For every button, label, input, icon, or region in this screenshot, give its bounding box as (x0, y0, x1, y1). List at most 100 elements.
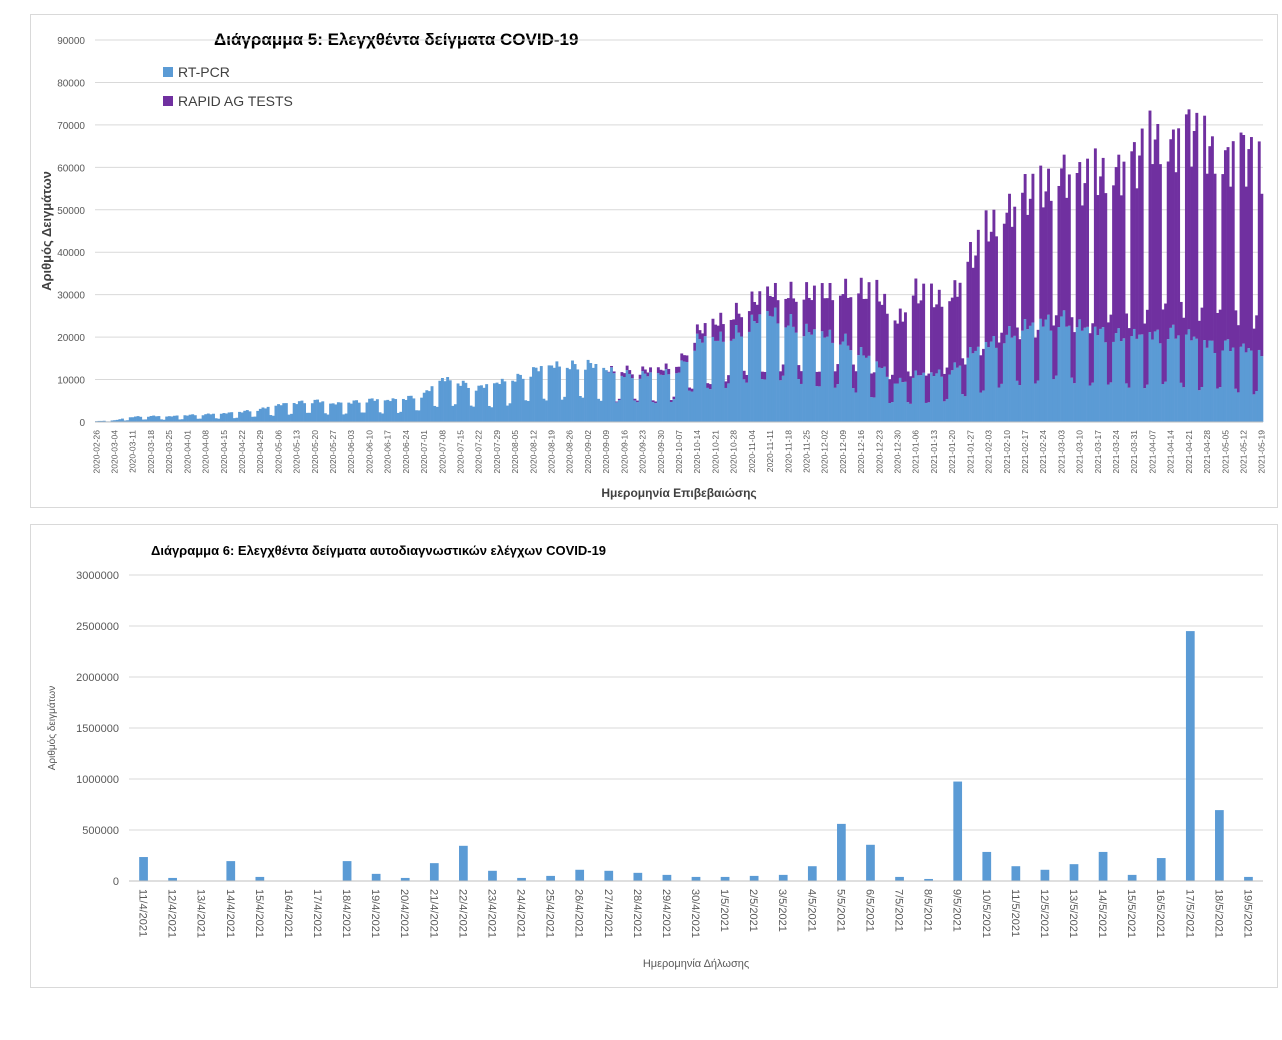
bar-rt-pcr (128, 417, 132, 422)
bar-rt-pcr (139, 416, 143, 422)
bar-rt-pcr (498, 384, 502, 422)
x-tick-label: 2020-10-07 (674, 430, 684, 474)
bar-rapid-ag (963, 364, 967, 397)
bar-rt-pcr (1249, 350, 1253, 422)
bar-rt-pcr (100, 420, 104, 422)
bar-rapid-ag (1023, 174, 1027, 320)
chart-5-svg: Διάγραμμα 5: Ελεγχθέντα δείγματα COVID-1… (39, 30, 1267, 500)
bar-rt-pcr (251, 416, 254, 422)
bar-rapid-ag (1039, 165, 1043, 319)
bar-rt-pcr (427, 391, 431, 422)
bar-rapid-ag (1044, 191, 1048, 320)
bar-rt-pcr (274, 405, 278, 422)
bar-rt-pcr (388, 401, 392, 422)
bar-rt-pcr (243, 410, 247, 422)
bar-rt-pcr (323, 413, 327, 422)
bar-rt-pcr (482, 387, 486, 422)
bar-rt-pcr (451, 405, 455, 422)
bar-self-test (895, 876, 904, 881)
bar-rt-pcr (422, 392, 426, 422)
x-tick-label: 14/5/2021 (1096, 889, 1108, 938)
bar-rapid-ag (828, 282, 832, 330)
bar-rapid-ag (1257, 141, 1261, 350)
bar-rt-pcr (227, 412, 231, 422)
bar-rt-pcr (404, 400, 408, 422)
bar-rapid-ag (646, 372, 650, 377)
bar-rapid-ag (1247, 149, 1251, 349)
bar-rt-pcr (812, 329, 816, 422)
x-tick-label: 2020-12-16 (856, 430, 866, 474)
bar-rapid-ag (1119, 195, 1123, 342)
bar-rapid-ag (701, 333, 705, 343)
bar-rapid-ag (1122, 161, 1126, 339)
bar-rt-pcr (1132, 328, 1136, 422)
bar-rt-pcr (303, 403, 307, 422)
bar-rt-pcr (963, 396, 967, 422)
x-tick-label: 2021-03-31 (1129, 430, 1139, 474)
bar-rapid-ag (1052, 325, 1056, 380)
bar-rt-pcr (909, 403, 913, 422)
bar-rt-pcr (677, 372, 681, 422)
bar-rapid-ag (872, 372, 876, 398)
bar-rt-pcr (147, 416, 150, 422)
bar-rt-pcr (628, 373, 632, 422)
bar-rapid-ag (1127, 328, 1131, 388)
bar-rapid-ag (693, 342, 697, 351)
bar-rt-pcr (919, 375, 923, 422)
bar-rt-pcr (331, 403, 335, 422)
bar-rt-pcr (573, 364, 577, 422)
bar-rt-pcr (643, 373, 647, 422)
bar-rt-pcr (443, 381, 447, 422)
bar-rt-pcr (334, 404, 338, 422)
bar-rt-pcr (407, 395, 411, 422)
bar-rt-pcr (1091, 382, 1095, 422)
bar-rt-pcr (750, 314, 754, 422)
bar-rt-pcr (414, 410, 418, 422)
bar-rt-pcr (672, 399, 676, 422)
bar-rt-pcr (617, 400, 621, 422)
bar-rt-pcr (953, 362, 957, 422)
bar-rt-pcr (529, 376, 533, 422)
bar-rapid-ag (1161, 309, 1165, 385)
x-tick-label: 2021-01-20 (947, 430, 957, 474)
bar-rapid-ag (1249, 137, 1253, 351)
bar-rt-pcr (1164, 381, 1168, 422)
bar-rt-pcr (1104, 342, 1108, 422)
bar-rt-pcr (1060, 316, 1063, 422)
x-tick-label: 14/4/2021 (224, 889, 236, 938)
bar-rt-pcr (136, 416, 140, 422)
y-tick-label: 3000000 (76, 570, 119, 582)
bar-rt-pcr (1171, 324, 1175, 422)
bar-rapid-ag (956, 296, 959, 368)
bar-rt-pcr (225, 413, 228, 422)
bar-rapid-ag (1213, 173, 1217, 353)
bar-rt-pcr (742, 379, 746, 422)
bar-rapid-ag (989, 231, 993, 342)
x-tick-label: 2020-12-09 (838, 430, 848, 474)
bar-rapid-ag (797, 365, 801, 380)
bar-rapid-ag (1083, 183, 1087, 328)
bar-rapid-ag (610, 366, 613, 368)
bar-rt-pcr (1127, 387, 1131, 422)
bar-rt-pcr (144, 419, 148, 422)
bar-rt-pcr (1065, 326, 1069, 422)
bar-rt-pcr (594, 364, 598, 422)
bar-rt-pcr (326, 414, 330, 422)
bar-rt-pcr (836, 384, 840, 422)
bar-rt-pcr (1070, 377, 1074, 422)
bar-rapid-ag (1000, 332, 1004, 384)
bar-rapid-ag (708, 384, 712, 390)
x-tick-label: 2020-03-04 (110, 430, 120, 474)
bar-rapid-ag (732, 319, 736, 339)
x-tick-label: 2021-04-21 (1184, 430, 1194, 474)
bar-rt-pcr (170, 416, 174, 422)
bar-rt-pcr (1257, 349, 1261, 422)
bar-rapid-ag (685, 355, 689, 362)
bar-rt-pcr (943, 401, 946, 422)
bar-rt-pcr (199, 418, 202, 422)
bar-rt-pcr (714, 340, 718, 422)
x-tick-label: 2020-12-23 (874, 430, 884, 474)
bar-rt-pcr (1018, 385, 1022, 422)
x-tick-label: 2021-01-06 (911, 430, 921, 474)
bar-rt-pcr (591, 367, 595, 422)
